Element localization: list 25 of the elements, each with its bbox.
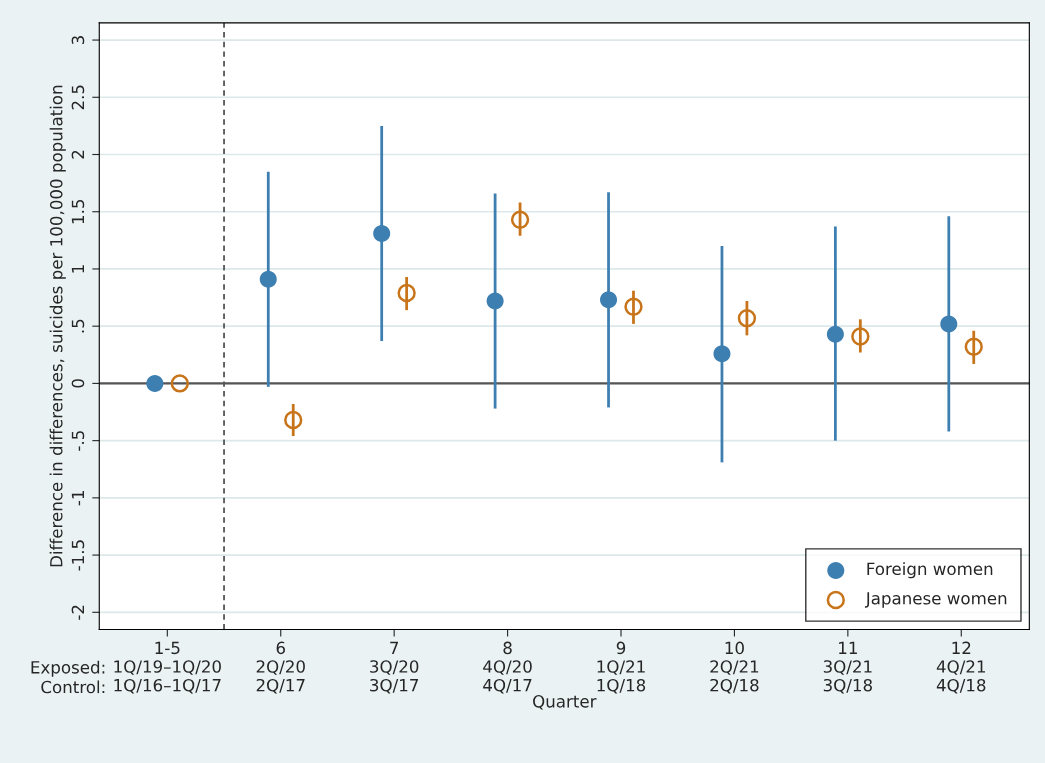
y-tick-label: -2 (71, 605, 84, 620)
y-tick-label: 2 (71, 150, 84, 159)
x-tick-label: 8 4Q/20 4Q/17 (483, 641, 532, 694)
legend-label: Foreign women (867, 562, 993, 579)
y-tick-label: -1.5 (71, 540, 85, 571)
y-tick-label: -.5 (71, 431, 85, 451)
y-tick-label: 2.5 (71, 85, 85, 110)
x-axis-title: Quarter (533, 695, 597, 710)
x-tick-label: 11 3Q/21 3Q/18 (823, 641, 872, 694)
x-tick-label: 7 3Q/20 3Q/17 (370, 641, 419, 694)
y-axis-title: Difference in differences, suicides per 100,000 population (49, 85, 66, 567)
y-tick-label: 1.5 (71, 199, 85, 224)
x-tick-label: 6 2Q/20 2Q/17 (256, 641, 305, 694)
x-tick-label: 10 2Q/21 2Q/18 (710, 641, 759, 694)
y-tick-label: .5 (71, 319, 85, 333)
x-tick-label: 12 4Q/21 4Q/18 (936, 641, 986, 694)
legend-label: Japanese women (864, 592, 1007, 608)
y-tick-label: 1 (71, 265, 84, 273)
x-tick-label: 1-5 1Q/19–1Q/20 1Q/16–1Q/17 (114, 641, 221, 694)
y-tick-label: -1 (71, 491, 84, 506)
y-tick-label: 0 (71, 379, 85, 388)
x-tick-label: 9 1Q/21 1Q/18 (597, 641, 646, 694)
text: Control: (41, 680, 105, 694)
text: Exposed: (31, 660, 105, 677)
y-tick-label: 3 (71, 36, 85, 45)
